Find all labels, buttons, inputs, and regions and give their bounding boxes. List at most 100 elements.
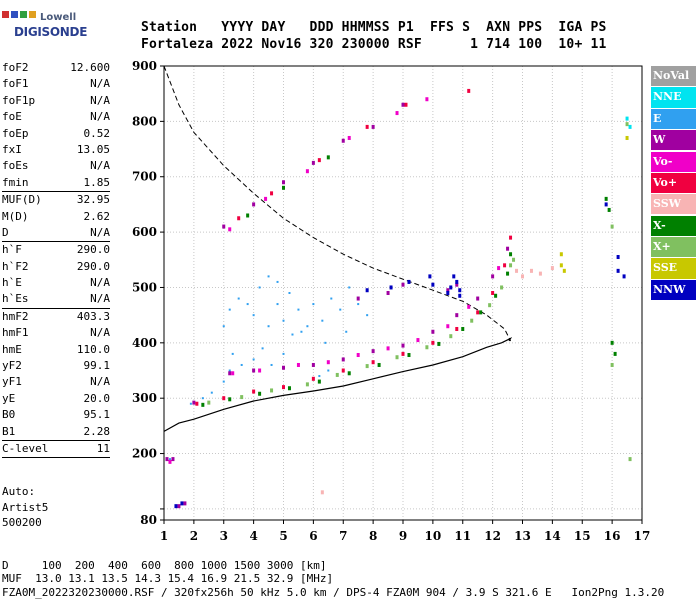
echo-dot	[168, 458, 171, 461]
logo-top-text: Lowell	[40, 12, 77, 23]
echo-point	[604, 202, 608, 207]
echo-point	[613, 351, 617, 356]
echo-dot	[210, 391, 213, 394]
echo-point	[500, 285, 504, 290]
param-row: foF2 12.600	[2, 60, 110, 76]
logo-bottom-text: DIGISONDE	[14, 25, 88, 39]
parameter-table: foF2 12.600 foF1 N/A foF1p N/A foE N/A foEp 0.52 f…	[2, 60, 110, 459]
echo-point	[311, 362, 315, 367]
param-value: 12.600	[70, 61, 110, 74]
echo-point	[386, 291, 390, 295]
x-tick-label: 15	[574, 529, 591, 543]
param-separator	[2, 241, 110, 243]
logo-square-icon	[11, 11, 18, 18]
echo-point	[305, 169, 309, 174]
autoscaler-info: Auto: Artist5 500200	[2, 484, 48, 531]
echo-dot	[312, 303, 315, 306]
legend-item: Vo+	[651, 172, 696, 194]
param-value: 403.3	[76, 309, 110, 323]
echo-dot	[282, 352, 285, 355]
y-tick-label: 300	[132, 391, 157, 405]
param-name: foEs	[2, 159, 29, 173]
echo-point	[287, 386, 291, 391]
logo-square-icon	[29, 11, 36, 18]
echo-point	[183, 501, 187, 506]
x-tick-label: 1	[160, 529, 168, 543]
echo-point	[317, 379, 321, 384]
param-value: N/A	[90, 292, 110, 306]
echo-point	[446, 288, 450, 293]
echo-point	[467, 304, 471, 309]
param-separator	[2, 307, 110, 309]
echo-point	[296, 362, 300, 367]
y-tick-label: 700	[132, 170, 157, 184]
echo-point	[174, 504, 178, 509]
echo-point	[165, 457, 169, 462]
echo-point	[282, 365, 285, 370]
echo-point	[512, 257, 516, 262]
echo-point	[509, 252, 513, 257]
echo-dot	[339, 308, 342, 311]
echo-point	[515, 268, 519, 273]
x-tick-label: 9	[399, 529, 407, 543]
echo-point	[431, 282, 435, 287]
echo-point	[195, 401, 199, 406]
echo-point	[371, 360, 375, 365]
echo-point	[452, 274, 456, 279]
echo-point	[467, 88, 471, 93]
echo-point	[258, 368, 262, 373]
echo-point	[282, 385, 285, 390]
param-name: B1	[2, 424, 16, 438]
echo-point	[455, 313, 459, 318]
legend-item: X-	[651, 215, 696, 236]
x-tick-label: 5	[279, 529, 287, 543]
param-row: h`F2 290.0	[2, 259, 110, 275]
param-name: M(D)	[2, 209, 29, 223]
param-row: B0 95.1	[2, 407, 110, 423]
echo-point	[389, 285, 393, 290]
echo-point	[177, 504, 181, 509]
param-name: h`Es	[2, 292, 29, 306]
echo-dot	[267, 325, 270, 328]
legend-item: Vo-	[651, 151, 696, 172]
echo-point	[494, 293, 498, 298]
y-tick-label: 900	[132, 59, 157, 73]
echo-point	[455, 279, 459, 284]
echo-point	[222, 224, 226, 229]
param-name: foF1	[2, 77, 29, 91]
echo-point	[476, 310, 480, 315]
echo-point	[562, 268, 566, 273]
y-tick-label: 200	[132, 447, 157, 461]
echo-dot	[357, 303, 360, 306]
echo-point	[529, 268, 533, 273]
param-row: yF1 N/A	[2, 374, 110, 390]
echo-dot	[288, 292, 291, 294]
echo-point	[264, 196, 268, 201]
echo-point	[550, 266, 554, 271]
echo-point	[320, 490, 324, 495]
echo-point	[401, 343, 405, 348]
echo-point	[407, 353, 411, 358]
param-name: yE	[2, 391, 16, 405]
param-row: foF1p N/A	[2, 93, 110, 109]
header-values: Fortaleza 2022 Nov16 320 230000 RSF 1 71…	[141, 37, 607, 52]
param-value: 290.0	[76, 243, 110, 257]
echo-point	[503, 263, 507, 268]
echo-point	[386, 346, 390, 351]
echo-point	[625, 116, 629, 121]
echo-point	[521, 274, 524, 279]
echo-point	[461, 326, 465, 331]
auto-version: 500200	[2, 516, 42, 529]
param-row: foEs N/A	[2, 158, 110, 174]
echo-point	[428, 274, 432, 279]
y-tick-label: 80	[140, 513, 157, 527]
echo-point	[270, 388, 274, 393]
echo-dot	[366, 314, 369, 317]
param-name: D	[2, 225, 9, 239]
param-name: hmF2	[2, 309, 29, 323]
echo-point	[604, 196, 608, 201]
echo-point	[401, 102, 405, 107]
param-value: 110.0	[76, 342, 110, 356]
param-name: yF1	[2, 375, 22, 389]
echo-point	[365, 124, 369, 129]
